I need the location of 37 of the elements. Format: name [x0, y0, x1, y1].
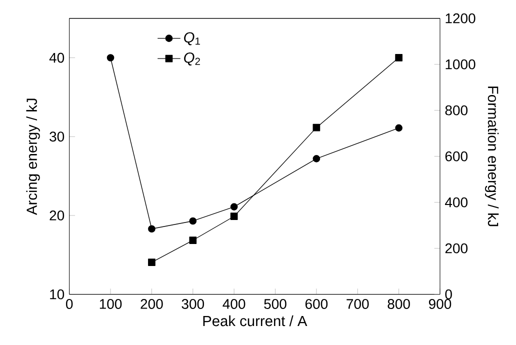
y-tick-label: 40 [49, 52, 64, 63]
point [148, 225, 156, 233]
point [189, 217, 197, 225]
x-tick-label: 400 [222, 299, 246, 309]
x-tick-label: 900 [428, 299, 452, 309]
x-axis-title: Peak current / A [203, 315, 308, 326]
x-tick-label: 300 [182, 299, 204, 309]
x-tick-label: 200 [140, 299, 163, 309]
point [312, 155, 320, 162]
y2-tick-label: 0 [445, 289, 452, 300]
point [148, 258, 156, 266]
x-tick-label: 100 [100, 299, 122, 309]
point [230, 203, 238, 210]
y2-tick-label: 1000 [446, 59, 476, 70]
y-axis-title: Arcing energy / kJ [26, 98, 40, 215]
x-tick-label: 700 [346, 299, 369, 309]
y-tick-label: 20 [50, 210, 64, 220]
x-tick-label: 800 [388, 299, 410, 309]
point [395, 54, 402, 62]
y2-tick-label: 400 [445, 197, 468, 208]
x-tick-label: 600 [305, 299, 328, 309]
y2-tick-label: 800 [445, 105, 468, 116]
y2-tick-label: 200 [445, 243, 468, 254]
x-tick-label: 0 [66, 299, 73, 309]
y-tick-label: 30 [50, 132, 64, 142]
y2-tick-label: 1200 [446, 13, 476, 24]
point [230, 212, 238, 220]
legend-label: Q$_{2}$ [184, 52, 200, 66]
legend-label: Q$_{1}$ [184, 32, 200, 46]
y2-tick-label: 600 [445, 151, 468, 162]
point [395, 124, 402, 132]
x-tick-label: 500 [264, 299, 286, 309]
y2-axis-title: Formation energy / kJ [485, 86, 499, 226]
point [106, 54, 114, 62]
point [312, 124, 320, 132]
point [189, 236, 197, 244]
y-tick-label: 10 [50, 289, 64, 300]
